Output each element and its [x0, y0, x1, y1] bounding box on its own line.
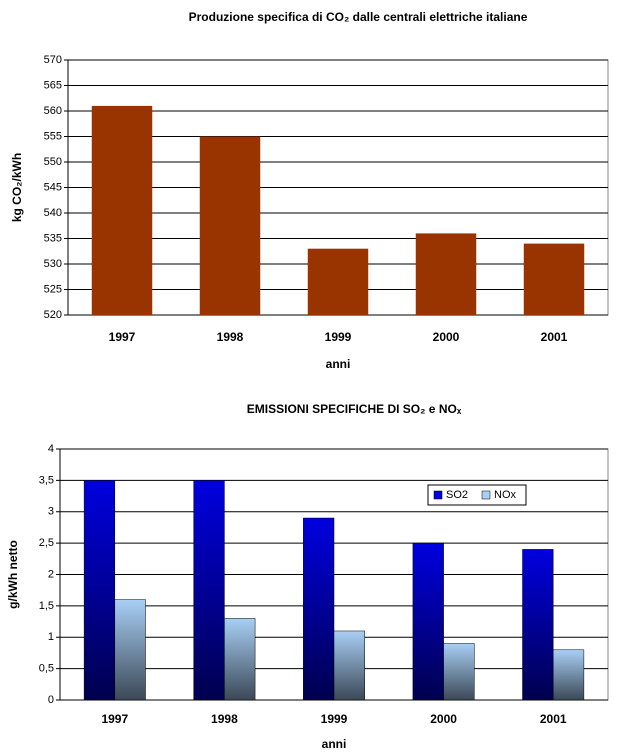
y-tick-label: 1,5: [39, 600, 54, 612]
bar: [333, 630, 365, 701]
bar: [443, 643, 475, 701]
bar: [303, 517, 335, 701]
bar: [193, 480, 225, 701]
y-tick-label: 525: [44, 283, 62, 295]
bar: [83, 480, 116, 701]
legend-label: SO2: [446, 489, 468, 501]
chart-title: EMISSIONI SPECIFICHE DI SO₂ e NOₓ: [247, 402, 462, 416]
legend-swatch: [433, 490, 443, 500]
y-tick-label: 565: [44, 79, 62, 91]
x-axis-label: anni: [322, 737, 347, 751]
bar: [224, 618, 256, 701]
y-tick-label: 530: [44, 258, 62, 270]
x-tick-label: 1998: [217, 330, 244, 344]
y-tick-label: 545: [44, 181, 62, 193]
legend-swatch: [481, 490, 491, 500]
y-axis-label: g/kWh netto: [6, 540, 20, 609]
x-tick-label: 1999: [325, 330, 352, 344]
y-tick-label: 540: [44, 207, 62, 219]
y-tick-label: 0: [48, 694, 54, 706]
x-tick-label: 2000: [430, 712, 457, 726]
y-tick-label: 0,5: [39, 663, 54, 675]
bar: [523, 243, 585, 315]
legend-box: [427, 484, 527, 506]
x-tick-label: 1997: [101, 712, 128, 726]
y-tick-label: 560: [44, 105, 62, 117]
bar: [415, 233, 477, 315]
y-tick-label: 555: [44, 130, 62, 142]
bar: [412, 542, 444, 701]
y-tick-label: 535: [44, 232, 62, 244]
bar: [307, 248, 369, 315]
x-tick-label: 1997: [109, 330, 136, 344]
x-tick-label: 2000: [433, 330, 460, 344]
bar: [199, 136, 261, 315]
y-tick-label: 2,5: [39, 537, 54, 549]
bar: [114, 599, 146, 701]
y-tick-label: 520: [44, 309, 62, 321]
y-tick-label: 1: [48, 631, 54, 643]
bar: [522, 549, 554, 701]
x-tick-label: 2001: [540, 712, 567, 726]
y-tick-label: 550: [44, 156, 62, 168]
y-tick-label: 3: [48, 506, 54, 518]
bar: [552, 649, 585, 701]
x-tick-label: 2001: [541, 330, 568, 344]
y-tick-label: 2: [48, 568, 54, 580]
x-axis-label: anni: [326, 357, 351, 371]
chart-title: Produzione specifica di CO₂ dalle centra…: [189, 10, 528, 24]
legend-label: NOx: [494, 489, 517, 501]
y-tick-label: 3,5: [39, 474, 54, 486]
bar: [91, 105, 153, 316]
y-tick-label: 570: [44, 54, 62, 66]
y-axis-label: kg CO₂/kWh: [10, 153, 24, 222]
x-tick-label: 1999: [321, 712, 348, 726]
x-tick-label: 1998: [211, 712, 238, 726]
y-tick-label: 4: [48, 443, 54, 455]
